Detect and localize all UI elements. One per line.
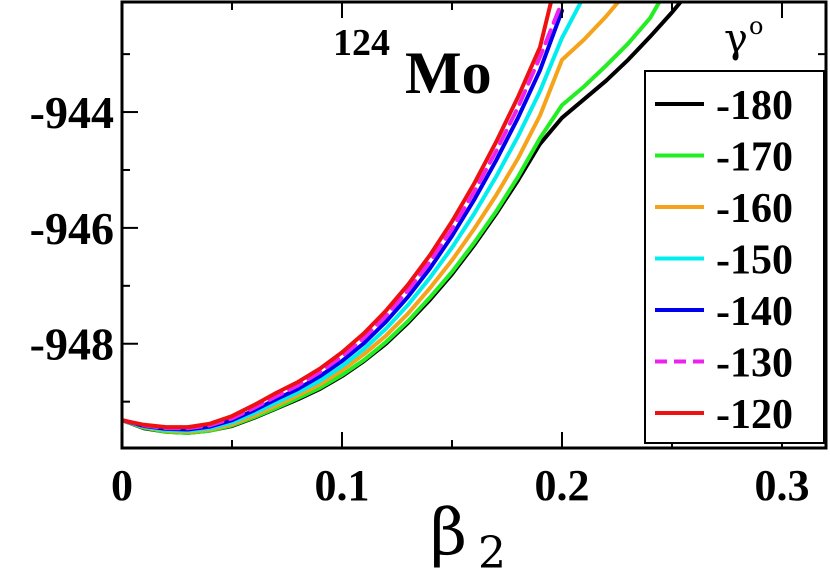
legend-label-1: -170 xyxy=(716,135,793,181)
legend-label-6: -120 xyxy=(716,392,793,438)
legend-title-superscript: o xyxy=(749,12,763,40)
series-line-6 xyxy=(122,2,553,430)
legend-label-3: -150 xyxy=(716,238,793,284)
x-axis-label-subscript: 2 xyxy=(478,528,506,572)
legend-title: γ xyxy=(724,16,748,62)
chart-title-superscript: 124 xyxy=(333,22,390,64)
series-line-1 xyxy=(122,2,662,435)
x-tick-label: 0.1 xyxy=(315,461,370,510)
x-tick-label: 0 xyxy=(111,461,133,510)
legend: -180 -170 -160 -150 -140 -130 -120 xyxy=(655,83,793,438)
series-layer xyxy=(122,2,684,435)
y-tick-label: -944 xyxy=(30,87,114,138)
legend-label-4: -140 xyxy=(716,289,793,335)
x-axis-label: β xyxy=(430,496,467,570)
x-tick-label: 0.2 xyxy=(535,461,590,510)
legend-label-5: -130 xyxy=(716,341,793,387)
y-tick-label: -948 xyxy=(30,319,114,370)
series-line-0 xyxy=(122,2,684,435)
legend-label-2: -160 xyxy=(716,186,793,232)
chart-title: Mo xyxy=(405,40,492,106)
y-tick-label: -946 xyxy=(30,203,114,254)
tick-layer: 0 0.1 0.2 0.3 -944 -946 -948 xyxy=(30,2,826,510)
legend-label-0: -180 xyxy=(716,83,793,129)
x-tick-label: 0.3 xyxy=(755,461,810,510)
plot-frame xyxy=(120,0,828,450)
